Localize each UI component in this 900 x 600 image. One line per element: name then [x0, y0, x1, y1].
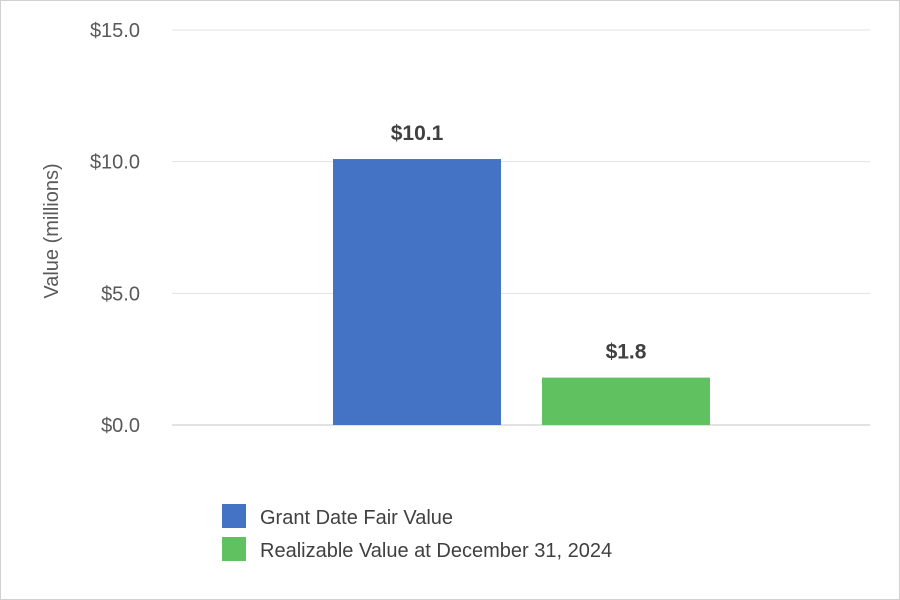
legend-swatch	[222, 537, 246, 561]
gridlines	[172, 29, 870, 426]
data-label: $10.1	[391, 122, 444, 145]
legend-label: Realizable Value at December 31, 2024	[260, 540, 612, 562]
y-tick-label: $0.0	[101, 415, 140, 437]
y-axis-ticks: $0.0 $5.0 $10.0 $15.0	[90, 20, 140, 437]
y-axis-label: Value (millions)	[41, 163, 63, 298]
y-tick-label: $5.0	[101, 283, 140, 305]
bars: $10.1 $1.8	[333, 122, 710, 426]
bar	[333, 159, 501, 426]
legend: Grant Date Fair Value Realizable Value at…	[222, 504, 612, 562]
y-tick-label: $15.0	[90, 20, 140, 42]
data-label: $1.8	[606, 341, 647, 364]
y-tick-label: $10.0	[90, 152, 140, 174]
legend-label: Grant Date Fair Value	[260, 507, 453, 529]
legend-swatch	[222, 504, 246, 528]
bar	[542, 377, 710, 425]
